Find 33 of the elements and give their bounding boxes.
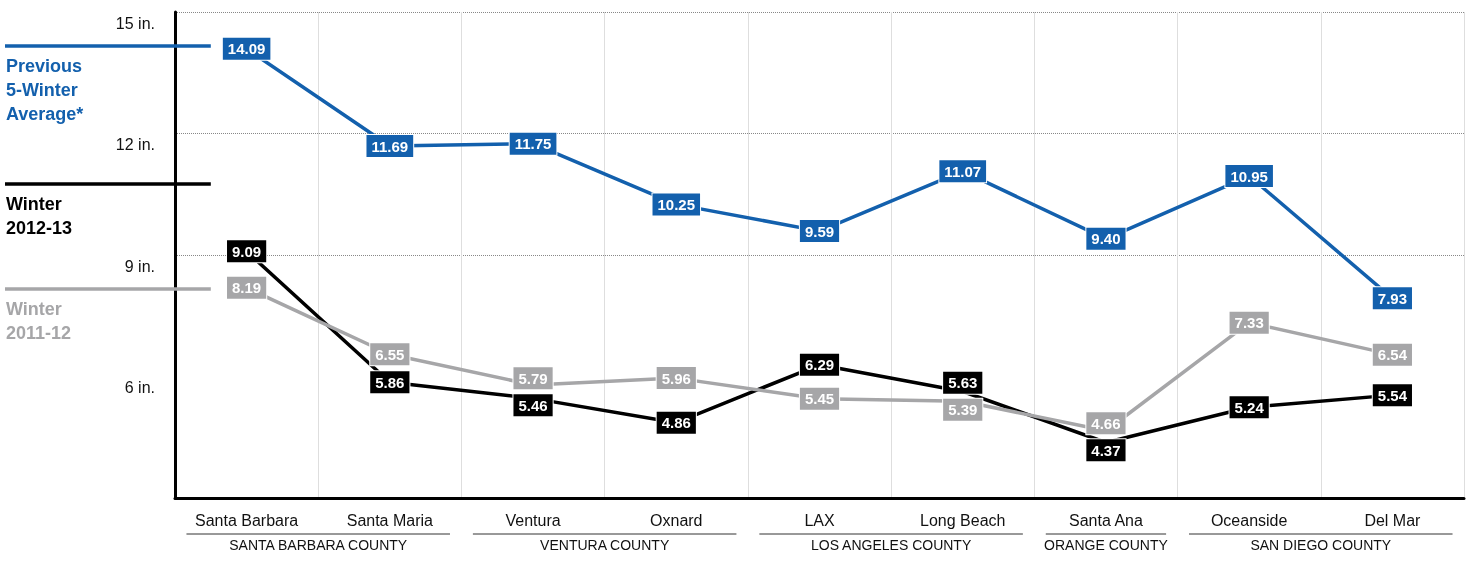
- data-label: 11.75: [514, 135, 552, 153]
- data-label: 5.63: [948, 374, 978, 392]
- data-label: 10.25: [657, 195, 696, 213]
- data-label: 5.79: [518, 369, 548, 387]
- text: Winter 2011-12: [6, 299, 72, 343]
- x-tick-label: Oceanside: [1210, 511, 1288, 529]
- data-label: 11.69: [371, 137, 409, 155]
- text: SAN DIEGO COUNTY: [1250, 537, 1392, 553]
- text: ORANGE COUNTY: [1044, 537, 1169, 553]
- x-tick-label: Ventura: [505, 511, 561, 529]
- data-label: 4.37: [1091, 441, 1121, 459]
- x-tick-label: Del Mar: [1364, 511, 1422, 529]
- data-label: 11.07: [944, 162, 982, 180]
- text: VENTURA COUNTY: [540, 537, 670, 553]
- x-tick-label: Santa Ana: [1069, 511, 1143, 529]
- text: Previous 5-Winter Average*: [6, 56, 84, 124]
- data-label: 10.95: [1230, 167, 1268, 185]
- x-tick-label: Santa Barbara: [195, 511, 299, 529]
- x-tick-label: Oxnard: [650, 511, 703, 529]
- text: SANTA BARBARA COUNTY: [229, 537, 408, 553]
- y-tick-label: 6 in.: [124, 379, 155, 396]
- data-label: 14.09: [227, 40, 266, 58]
- y-tick-label: 9 in.: [124, 257, 155, 275]
- x-tick-label: Santa Maria: [346, 511, 434, 529]
- x-tick-label: LAX: [804, 511, 835, 529]
- data-label: 5.39: [948, 401, 978, 419]
- x-tick-label: Long Beach: [920, 511, 1006, 529]
- data-label: 4.66: [1091, 414, 1121, 432]
- data-label: 5.46: [518, 396, 548, 414]
- y-tick-label: 15 in.: [115, 14, 155, 32]
- text: LOS ANGELES COUNTY: [810, 537, 972, 553]
- y-tick-label: 12 in.: [115, 136, 155, 153]
- text: Winter 2012-13: [6, 194, 73, 238]
